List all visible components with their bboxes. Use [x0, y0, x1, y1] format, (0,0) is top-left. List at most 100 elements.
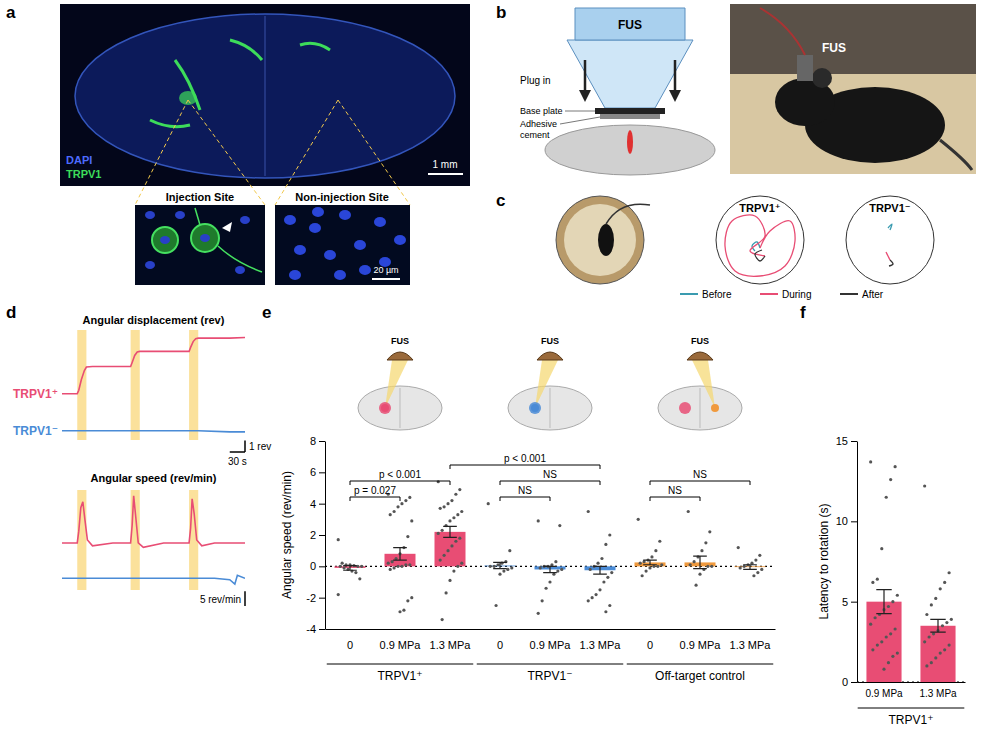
data-point — [404, 563, 407, 566]
tick: 0 — [647, 639, 653, 651]
data-point — [389, 513, 392, 516]
data-point — [443, 554, 446, 557]
tick: 0 — [497, 639, 503, 651]
tick-mark — [851, 521, 857, 522]
data-point — [458, 537, 461, 540]
data-point — [650, 555, 653, 558]
data-point — [554, 560, 557, 563]
tick: 1.3 MPa — [580, 639, 622, 651]
data-point — [598, 588, 601, 591]
tick: 0.9 MPa — [530, 639, 572, 651]
trace-chart: dAngular displacement (rev)TRPV1⁺TRPV1⁻1… — [6, 303, 271, 467]
arena — [846, 196, 934, 284]
data-point — [637, 518, 640, 521]
figure: aDAPITRPV11 mmInjection SiteNon-injectio… — [0, 0, 981, 731]
data-point — [706, 565, 709, 568]
group-rule — [477, 664, 624, 665]
data-point — [406, 599, 409, 602]
data-point — [939, 651, 942, 654]
scale-bar — [372, 278, 400, 280]
x-axis: 00.9 MPa1.3 MPa00.9 MPa1.3 MPa00.9 MPa1.… — [326, 630, 776, 651]
micrograph — [60, 4, 470, 186]
data-point — [939, 587, 942, 590]
data-point — [398, 610, 401, 613]
data-point — [589, 568, 592, 571]
data-point — [600, 557, 603, 560]
data-point — [339, 565, 342, 568]
panel-label: f — [800, 303, 806, 322]
data-point — [710, 565, 713, 568]
arrowhead — [579, 90, 591, 102]
error-bar — [393, 548, 407, 561]
brain-midline — [700, 388, 701, 428]
error-bar — [693, 556, 707, 569]
data-point — [393, 510, 396, 513]
y-axis: 051015 — [836, 435, 858, 688]
error-bar — [876, 590, 891, 614]
scale-bar — [428, 173, 463, 175]
data-point — [882, 668, 885, 671]
data-point — [537, 612, 540, 615]
data-point — [654, 549, 657, 552]
scale-bar-label: 5 rev/min — [200, 594, 241, 605]
data-point — [396, 505, 399, 508]
group-rule — [627, 664, 774, 665]
panel-label: d — [6, 303, 16, 322]
nucleus — [334, 270, 346, 280]
data-point — [943, 648, 946, 651]
cartoon-label: FUS — [391, 336, 409, 346]
stain-label: TRPV1 — [66, 168, 101, 180]
focal-spot — [627, 130, 633, 154]
data-point — [644, 569, 647, 572]
tick-label: 0.9 MPa — [865, 688, 903, 699]
data-point — [410, 596, 413, 599]
data-point — [439, 507, 442, 510]
data-point — [894, 465, 897, 468]
cartoon-label: FUS — [691, 336, 709, 346]
data-point — [337, 538, 340, 541]
tick-label: 1.3 MPa — [430, 639, 472, 651]
data-point — [354, 571, 357, 574]
data-point — [871, 648, 874, 651]
series-label: TRPV1⁻ — [13, 424, 58, 438]
transducer-body — [575, 8, 685, 40]
tick-mark — [319, 504, 325, 505]
data-point — [606, 576, 609, 579]
data-point — [880, 547, 883, 550]
transducer-cone — [567, 40, 693, 108]
data-point — [871, 581, 874, 584]
data-point — [930, 603, 933, 606]
arrow — [674, 60, 677, 92]
data-point — [441, 618, 444, 621]
data-point — [737, 546, 740, 549]
focus-site — [711, 404, 719, 412]
trpv1-signal — [150, 40, 330, 127]
data-point — [441, 529, 444, 532]
brain-cartoon: FUS — [658, 336, 742, 430]
data-point — [558, 524, 561, 527]
group-label: TRPV1⁺ — [377, 669, 422, 683]
legend-label: Before — [702, 289, 732, 300]
significance-label: p = 0.027 — [354, 485, 396, 496]
arrowhead — [222, 222, 232, 232]
nucleus — [324, 250, 336, 260]
axis-line — [325, 442, 326, 630]
group-rule — [327, 664, 474, 665]
data-point — [660, 563, 663, 566]
chart-title: Angular speed (rev/min) — [91, 472, 217, 484]
group-label: TRPV1⁺ — [888, 713, 933, 727]
significance-label: NS — [543, 469, 557, 480]
photo-label: FUS — [822, 41, 846, 55]
data-point — [752, 574, 755, 577]
photo-background — [730, 4, 976, 74]
legend-swatch — [760, 293, 778, 295]
tick-mark — [319, 472, 325, 473]
error-bar — [443, 526, 457, 537]
error-bar — [343, 566, 357, 571]
scale-bar-label: 1 rev — [249, 441, 271, 452]
data-point — [923, 484, 926, 487]
data-point — [889, 478, 892, 481]
group-rule — [858, 708, 965, 709]
data-point — [389, 568, 392, 571]
data-point — [708, 530, 711, 533]
